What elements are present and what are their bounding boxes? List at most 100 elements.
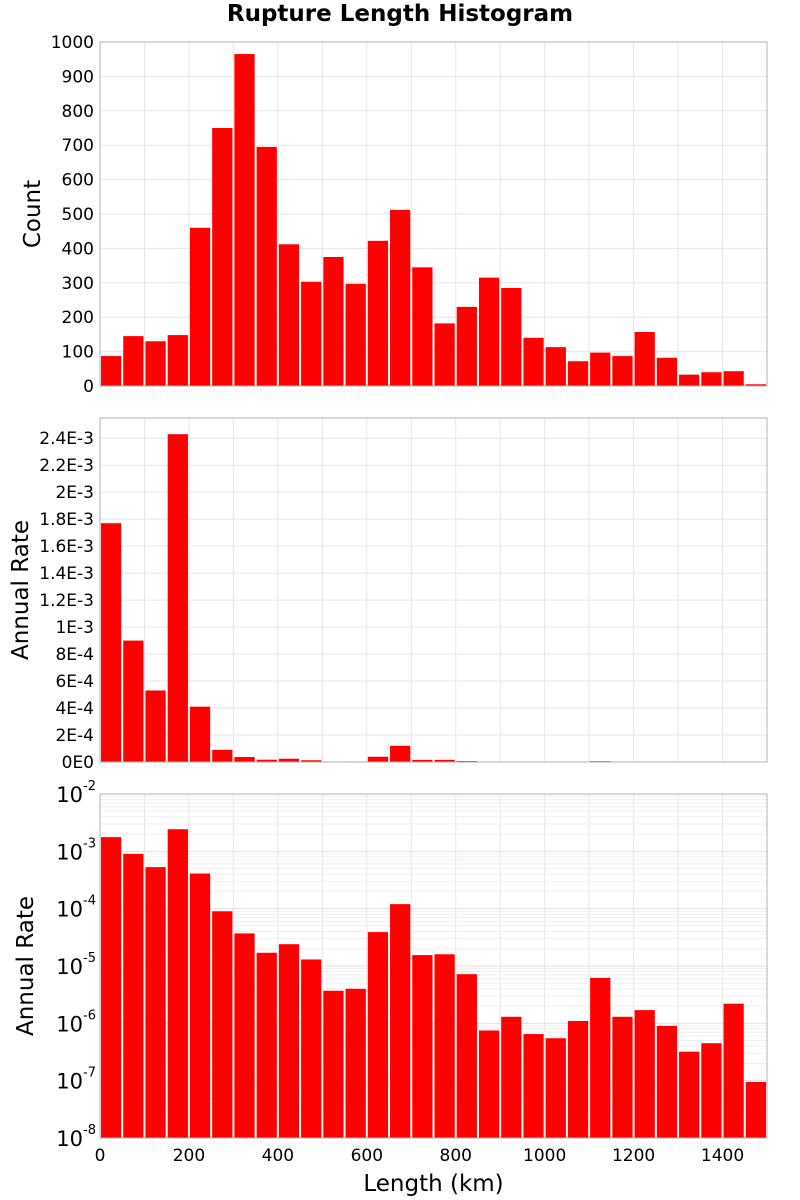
y-tick-label: 1.8E-3 xyxy=(39,510,94,530)
bar xyxy=(256,759,277,762)
y-tick-label: 1E-3 xyxy=(55,618,94,638)
bar xyxy=(523,337,544,386)
bar xyxy=(745,1081,766,1138)
bar xyxy=(167,335,188,386)
bar xyxy=(278,944,300,1138)
bar xyxy=(256,146,277,386)
bar xyxy=(323,257,344,386)
y-tick-label: 0 xyxy=(83,377,94,397)
y-axis-label: Annual Rate xyxy=(13,896,39,1036)
bar xyxy=(367,932,389,1138)
plot-frame xyxy=(99,41,768,387)
bar xyxy=(545,347,566,386)
bar xyxy=(301,760,322,762)
x-tick-label: 400 xyxy=(262,1146,294,1166)
bar xyxy=(679,1051,700,1138)
bar xyxy=(745,384,766,386)
bar xyxy=(656,357,678,386)
bar xyxy=(701,1043,722,1138)
x-axis-label: Length (km) xyxy=(363,1171,503,1197)
bar xyxy=(123,336,144,386)
bar xyxy=(101,837,122,1138)
y-tick-label: 1.6E-3 xyxy=(39,537,94,557)
y-tick-label: 10-7 xyxy=(56,1066,96,1094)
bar xyxy=(167,829,188,1138)
bar xyxy=(167,434,188,762)
bar xyxy=(701,372,722,386)
bar xyxy=(634,1010,655,1138)
bar xyxy=(256,952,277,1138)
y-tick-label: 10-6 xyxy=(56,1008,96,1036)
bar xyxy=(145,867,166,1138)
bar xyxy=(679,374,700,386)
x-tick-label: 800 xyxy=(440,1146,472,1166)
y-tick-label: 2.4E-3 xyxy=(39,429,94,449)
y-tick-label: 10-8 xyxy=(56,1123,96,1151)
bar xyxy=(656,1025,678,1138)
bar xyxy=(212,749,233,762)
bar xyxy=(278,758,300,762)
bar xyxy=(345,988,366,1138)
plot-frame xyxy=(99,417,768,763)
bar xyxy=(501,1016,522,1138)
bar xyxy=(390,904,411,1138)
bar xyxy=(478,1030,500,1138)
y-tick-label: 200 xyxy=(62,308,94,328)
y-tick-label: 2E-3 xyxy=(55,483,94,503)
bar xyxy=(523,1034,544,1138)
y-tick-label: 2E-4 xyxy=(55,726,94,746)
y-tick-label: 1.4E-3 xyxy=(39,564,94,584)
bar xyxy=(145,690,166,762)
bar xyxy=(345,283,366,386)
y-tick-label: 8E-4 xyxy=(55,645,94,665)
bar xyxy=(123,853,144,1138)
y-tick-label: 0E0 xyxy=(62,753,94,773)
bar xyxy=(434,759,455,762)
bar xyxy=(123,640,144,762)
bar xyxy=(323,990,344,1138)
bar xyxy=(412,955,433,1138)
y-tick-label: 10-2 xyxy=(56,779,96,807)
bar xyxy=(456,306,477,386)
bar xyxy=(567,361,589,386)
y-tick-label: 800 xyxy=(62,102,94,122)
bar xyxy=(590,977,611,1138)
bar xyxy=(145,341,166,386)
x-tick-label: 200 xyxy=(173,1146,205,1166)
bar xyxy=(723,371,744,386)
bar xyxy=(545,1038,566,1138)
bar xyxy=(367,240,389,386)
x-tick-label: 1200 xyxy=(612,1146,655,1166)
y-tick-label: 900 xyxy=(62,67,94,87)
bar xyxy=(189,227,211,386)
y-tick-label: 4E-4 xyxy=(55,699,94,719)
bar xyxy=(234,933,255,1138)
bar xyxy=(390,745,411,762)
x-tick-label: 1000 xyxy=(523,1146,566,1166)
y-tick-label: 10-4 xyxy=(56,894,96,922)
bar xyxy=(301,281,322,386)
panel-1: 0 100 200 300 400 500 600 700 800 900 1000 Count xyxy=(20,33,768,397)
y-tick-label: 1.2E-3 xyxy=(39,591,94,611)
bar xyxy=(590,352,611,386)
bar xyxy=(390,209,411,386)
x-tick-label: 1400 xyxy=(701,1146,744,1166)
bar xyxy=(612,356,633,386)
y-tick-label: 500 xyxy=(62,205,94,225)
x-tick-label: 600 xyxy=(351,1146,383,1166)
bar xyxy=(189,706,211,762)
y-tick-label: 10-5 xyxy=(56,951,96,979)
y-tick-label: 6E-4 xyxy=(55,672,94,692)
y-tick-label: 300 xyxy=(62,274,94,294)
bar xyxy=(101,523,122,762)
bar xyxy=(612,1016,633,1138)
y-tick-label: 2.2E-3 xyxy=(39,456,94,476)
bar xyxy=(189,873,211,1138)
bar xyxy=(434,323,455,386)
bar xyxy=(234,54,255,386)
y-axis-label: Annual Rate xyxy=(8,520,34,660)
bar xyxy=(723,1003,744,1138)
bar xyxy=(434,954,455,1138)
bar xyxy=(412,267,433,386)
